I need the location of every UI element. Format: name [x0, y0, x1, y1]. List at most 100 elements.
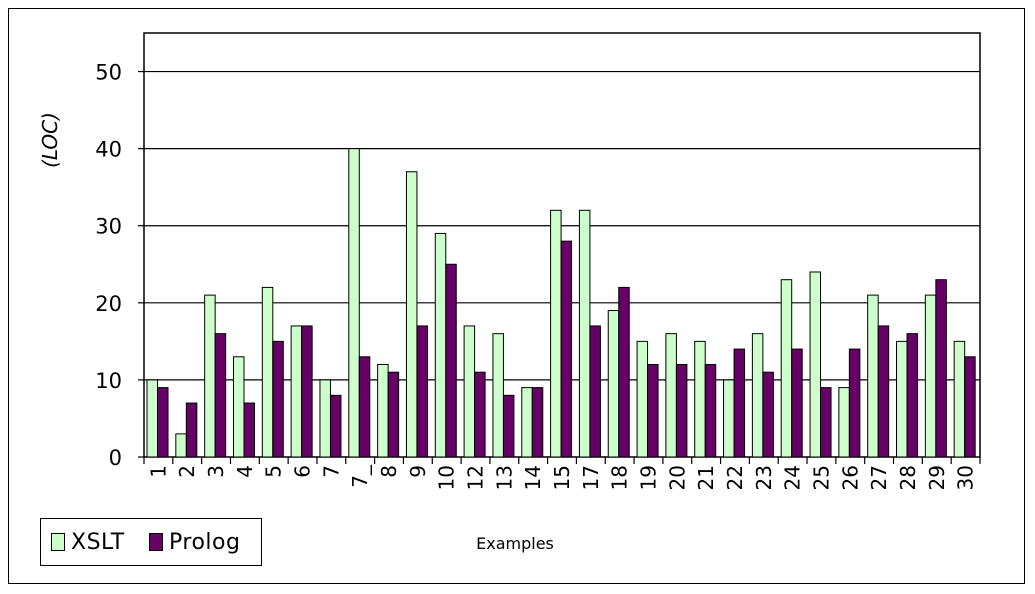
x-tick-label: 12 [464, 465, 488, 490]
bar-prolog-7 [329, 394, 342, 458]
x-tick-label: 3 [204, 465, 228, 478]
y-tick-label: 50 [95, 61, 122, 85]
x-axis-title: Examples [476, 534, 554, 553]
x-tick-label: 7 [319, 465, 343, 478]
x-tick-label: 30 [954, 465, 978, 490]
bar-xslt-10 [434, 232, 447, 458]
bar-xslt-8 [377, 363, 389, 458]
legend-swatch-prolog [149, 533, 163, 551]
x-tick-label: 7_ [348, 464, 372, 488]
x-tick-label: 8 [377, 465, 401, 478]
bar-xslt-24 [780, 279, 793, 458]
x-tick-label: 10 [435, 465, 459, 490]
bar-xslt-15 [550, 209, 562, 458]
x-tick-label: 22 [723, 465, 747, 490]
bar-xslt-4 [232, 356, 245, 458]
x-tick-label: 6 [291, 465, 315, 478]
bar-xslt-1 [146, 379, 158, 458]
bar-prolog-1 [157, 387, 169, 458]
bar-prolog-25 [820, 387, 832, 458]
bar-xslt-29 [924, 294, 937, 458]
x-tick-label: 15 [550, 465, 574, 490]
bar-prolog-6 [301, 325, 313, 458]
x-tick-label: 20 [665, 465, 689, 490]
bar-xslt-3 [204, 294, 216, 458]
legend-item-prolog: Prolog [149, 528, 240, 556]
bar-xslt-7_ [348, 148, 360, 458]
bar-prolog-24 [791, 348, 803, 458]
bar-xslt-26 [838, 387, 850, 458]
bar-prolog-21 [704, 363, 717, 458]
bar-prolog-5 [272, 340, 284, 458]
x-tick-label: 27 [867, 465, 891, 490]
bar-prolog-10 [445, 263, 457, 458]
legend-label-xslt: XSLT [71, 529, 125, 555]
bar-prolog-15 [560, 240, 573, 458]
legend-label-prolog: Prolog [169, 529, 241, 555]
x-tick-label: 17 [579, 465, 603, 490]
bar-prolog-20 [675, 363, 688, 458]
bar-xslt-9 [405, 171, 418, 458]
y-tick-label: 20 [95, 292, 122, 316]
x-tick-label: 24 [781, 465, 805, 490]
x-tick-label: 2 [175, 465, 199, 478]
x-tick-label: 23 [752, 465, 776, 490]
bar-prolog-12 [474, 371, 486, 458]
chart-frame [8, 8, 1025, 584]
x-tick-label: 19 [637, 465, 661, 490]
bar-prolog-27 [877, 325, 890, 458]
bar-xslt-14 [521, 387, 533, 458]
bar-xslt-17 [578, 209, 591, 458]
bar-xslt-30 [953, 340, 966, 458]
bar-prolog-13 [502, 394, 515, 458]
x-tick-label: 1 [146, 465, 170, 478]
bar-prolog-29 [935, 279, 947, 458]
x-tick-label: 9 [406, 465, 430, 478]
y-tick-label: 30 [95, 215, 122, 239]
bar-xslt-19 [636, 340, 649, 458]
bar-xslt-22 [723, 379, 735, 458]
x-tick-label: 29 [925, 465, 949, 490]
bar-xslt-27 [867, 294, 879, 458]
bar-prolog-30 [964, 356, 976, 458]
x-tick-label: 25 [809, 465, 833, 490]
bar-xslt-2 [175, 433, 187, 458]
bar-prolog-7_ [358, 356, 371, 458]
bar-prolog-18 [618, 286, 630, 458]
bar-prolog-19 [647, 363, 659, 458]
bar-xslt-25 [809, 271, 822, 458]
x-tick-label: 26 [838, 465, 862, 490]
legend-swatch-xslt [51, 533, 65, 551]
bar-prolog-22 [733, 348, 746, 458]
bar-prolog-8 [387, 371, 400, 458]
bar-prolog-4 [243, 402, 255, 458]
x-tick-label: 5 [262, 465, 286, 478]
bar-xslt-5 [261, 286, 274, 458]
y-axis-title: (LOC) [38, 112, 62, 168]
x-tick-label: 28 [896, 465, 920, 490]
y-tick-label: 40 [95, 138, 122, 162]
bar-prolog-17 [589, 325, 601, 458]
bar-prolog-14 [531, 387, 544, 458]
y-tick-label: 0 [109, 446, 122, 470]
bar-prolog-28 [906, 333, 919, 458]
bar-prolog-3 [214, 333, 227, 458]
x-tick-label: 18 [608, 465, 632, 490]
chart-legend: XSLT Prolog [40, 518, 262, 566]
x-tick-label: 13 [492, 465, 516, 490]
bar-xslt-12 [463, 325, 476, 458]
x-tick-label: 14 [521, 465, 545, 490]
x-tick-label: 21 [694, 465, 718, 490]
bar-xslt-20 [665, 333, 677, 458]
bar-prolog-2 [185, 402, 198, 458]
bar-xslt-21 [694, 340, 706, 458]
bar-xslt-23 [751, 333, 764, 458]
legend-item-xslt: XSLT [51, 528, 125, 556]
bar-xslt-28 [896, 340, 908, 458]
bar-prolog-26 [848, 348, 861, 458]
x-tick-label: 4 [233, 465, 257, 478]
bar-prolog-9 [416, 325, 428, 458]
bar-xslt-13 [492, 333, 504, 458]
bar-prolog-23 [762, 371, 774, 458]
